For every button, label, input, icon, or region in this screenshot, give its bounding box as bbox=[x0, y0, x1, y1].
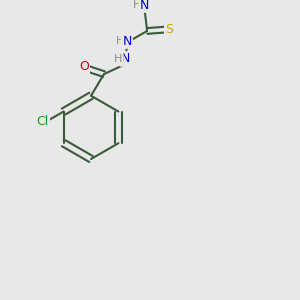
Text: H: H bbox=[133, 0, 141, 10]
Text: Cl: Cl bbox=[37, 115, 49, 128]
Text: N: N bbox=[120, 52, 130, 65]
Text: H: H bbox=[114, 54, 122, 64]
Text: H: H bbox=[116, 36, 124, 46]
Text: N: N bbox=[122, 34, 132, 47]
Text: N: N bbox=[140, 0, 149, 12]
Text: S: S bbox=[165, 23, 173, 36]
Text: O: O bbox=[79, 60, 89, 74]
